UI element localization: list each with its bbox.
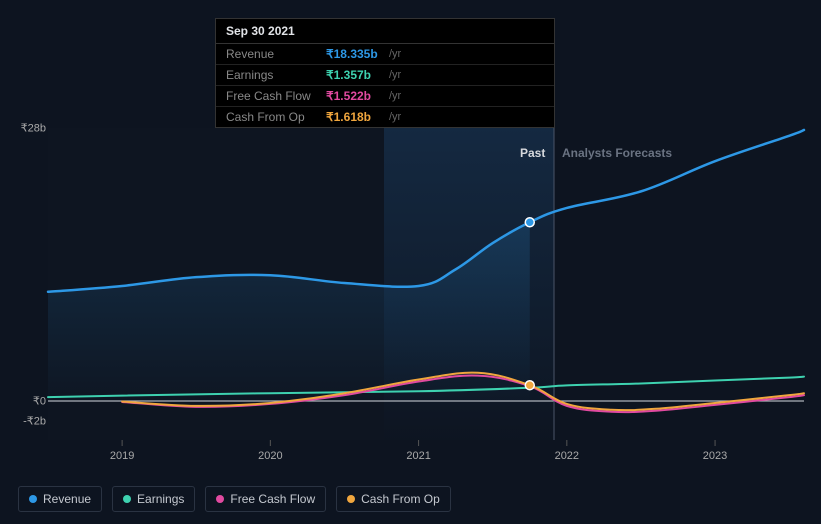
forecast-region-label: Analysts Forecasts bbox=[562, 146, 672, 160]
tooltip-metric-value: ₹1.357b bbox=[326, 68, 381, 82]
legend-swatch-icon bbox=[347, 495, 355, 503]
tooltip-row: Cash From Op ₹1.618b/yr bbox=[216, 107, 554, 127]
legend-item-cash-from-op[interactable]: Cash From Op bbox=[336, 486, 451, 512]
x-tick-label: 2022 bbox=[555, 450, 579, 462]
legend-item-free-cash-flow[interactable]: Free Cash Flow bbox=[205, 486, 326, 512]
tooltip-metric-suffix: /yr bbox=[389, 69, 401, 81]
legend-item-earnings[interactable]: Earnings bbox=[112, 486, 195, 512]
chart-legend: Revenue Earnings Free Cash Flow Cash From O… bbox=[18, 486, 451, 512]
x-tick-label: 2021 bbox=[406, 450, 430, 462]
tooltip-metric-label: Earnings bbox=[226, 68, 318, 82]
x-tick-label: 2019 bbox=[110, 450, 134, 462]
tooltip-date: Sep 30 2021 bbox=[216, 19, 554, 44]
tooltip-metric-suffix: /yr bbox=[389, 48, 401, 60]
legend-item-revenue[interactable]: Revenue bbox=[18, 486, 102, 512]
x-tick-label: 2020 bbox=[258, 450, 282, 462]
tooltip-row: Revenue ₹18.335b/yr bbox=[216, 44, 554, 65]
tooltip-row: Earnings ₹1.357b/yr bbox=[216, 65, 554, 86]
legend-swatch-icon bbox=[123, 495, 131, 503]
tooltip-metric-suffix: /yr bbox=[389, 111, 401, 123]
tooltip-metric-label: Free Cash Flow bbox=[226, 89, 318, 103]
series-marker-cash-from-op bbox=[525, 381, 534, 390]
legend-swatch-icon bbox=[29, 495, 37, 503]
legend-label: Earnings bbox=[137, 492, 184, 506]
tooltip-metric-value: ₹1.522b bbox=[326, 89, 381, 103]
tooltip-metric-value: ₹18.335b bbox=[326, 47, 381, 61]
tooltip-metric-suffix: /yr bbox=[389, 90, 401, 102]
financials-chart: ₹28b ₹0 -₹2b 2019 2020 2021 2022 2023 Past Ana… bbox=[0, 0, 821, 524]
y-tick-label: ₹0 bbox=[33, 395, 46, 408]
tooltip-metric-label: Revenue bbox=[226, 47, 318, 61]
y-tick-label: -₹2b bbox=[23, 414, 46, 427]
x-tick-label: 2023 bbox=[703, 450, 727, 462]
tooltip-row: Free Cash Flow ₹1.522b/yr bbox=[216, 86, 554, 107]
tooltip-metric-value: ₹1.618b bbox=[326, 110, 381, 124]
legend-label: Free Cash Flow bbox=[230, 492, 315, 506]
y-tick-label: ₹28b bbox=[21, 122, 46, 135]
legend-swatch-icon bbox=[216, 495, 224, 503]
series-marker-revenue bbox=[525, 218, 534, 227]
past-region-label: Past bbox=[520, 146, 545, 160]
legend-label: Cash From Op bbox=[361, 492, 440, 506]
chart-tooltip: Sep 30 2021 Revenue ₹18.335b/yr Earnings ₹1… bbox=[215, 18, 555, 128]
legend-label: Revenue bbox=[43, 492, 91, 506]
tooltip-metric-label: Cash From Op bbox=[226, 110, 318, 124]
